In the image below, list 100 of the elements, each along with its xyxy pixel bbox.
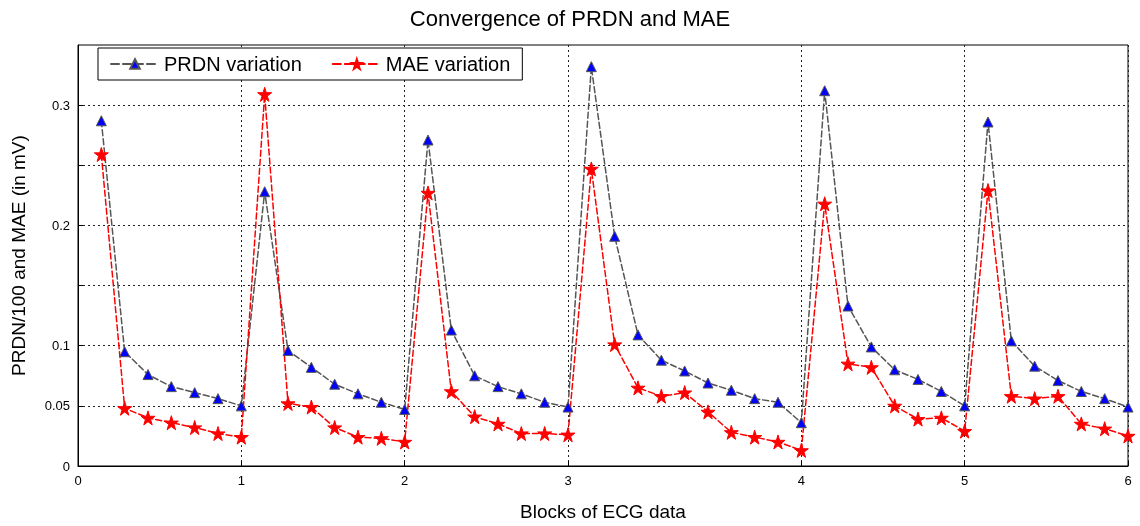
point	[912, 373, 924, 385]
point	[1005, 335, 1017, 347]
point	[725, 384, 737, 396]
point	[702, 377, 714, 389]
point	[793, 442, 809, 458]
point	[982, 116, 994, 128]
x-tick-label: 6	[1124, 473, 1132, 488]
point	[980, 183, 996, 199]
point	[469, 370, 481, 382]
point	[632, 329, 644, 341]
point	[445, 324, 457, 336]
point	[840, 356, 856, 372]
point	[1120, 428, 1136, 444]
point	[655, 354, 667, 366]
legend-label: PRDN variation	[164, 53, 302, 75]
point	[142, 369, 154, 381]
point	[1029, 360, 1041, 372]
point	[212, 393, 224, 405]
point	[865, 341, 877, 353]
point	[257, 86, 273, 102]
point	[1122, 401, 1134, 413]
point	[373, 430, 389, 446]
point	[630, 380, 646, 396]
point	[329, 378, 341, 390]
point	[747, 429, 763, 445]
point	[492, 381, 504, 393]
point	[539, 396, 551, 408]
point	[422, 134, 434, 146]
point	[935, 385, 947, 397]
point	[1099, 393, 1111, 405]
point	[583, 161, 599, 177]
point	[327, 420, 343, 436]
point	[93, 146, 109, 162]
point	[119, 346, 131, 358]
point	[259, 186, 271, 198]
point	[210, 426, 226, 442]
point	[700, 404, 716, 420]
x-tick-label: 2	[401, 473, 409, 488]
point	[420, 185, 436, 201]
point	[677, 385, 693, 401]
point	[957, 423, 973, 439]
y-axis-title: PRDN/100 and MAE (in mV)	[8, 135, 29, 376]
y-tick-label: 0.1	[51, 338, 70, 354]
point	[933, 410, 949, 426]
point	[723, 424, 739, 440]
point	[467, 409, 483, 425]
point	[1075, 385, 1087, 397]
x-tick-label: 1	[237, 473, 245, 488]
point	[609, 230, 621, 242]
point	[350, 429, 366, 445]
point	[95, 115, 107, 127]
point	[887, 398, 903, 414]
point	[560, 427, 576, 443]
point	[303, 399, 319, 415]
point	[562, 401, 574, 413]
point	[280, 395, 296, 411]
point	[189, 387, 201, 399]
point	[1073, 416, 1089, 432]
point	[490, 416, 506, 432]
point	[117, 400, 133, 416]
point	[233, 429, 249, 445]
point	[795, 417, 807, 429]
point	[399, 403, 411, 415]
x-axis-title: Blocks of ECG data	[520, 501, 687, 522]
x-tick-label: 0	[74, 473, 82, 488]
point	[282, 345, 294, 357]
point	[397, 434, 413, 450]
point	[515, 388, 527, 400]
point	[819, 85, 831, 97]
point	[842, 300, 854, 312]
point	[749, 393, 761, 405]
y-tick-label: 0.05	[44, 398, 70, 414]
point	[187, 420, 203, 436]
x-tick-label: 4	[797, 473, 805, 488]
legend-label: MAE variation	[385, 53, 511, 75]
x-tick-label: 5	[961, 473, 969, 488]
point	[165, 381, 177, 393]
point	[910, 411, 926, 427]
point	[1097, 421, 1113, 437]
y-tick-label: 0	[62, 458, 70, 474]
point	[679, 365, 691, 377]
point	[375, 396, 387, 408]
point	[653, 388, 669, 404]
point	[889, 364, 901, 376]
point	[305, 361, 317, 373]
point	[772, 396, 784, 408]
point	[1003, 388, 1019, 404]
point	[537, 426, 553, 442]
chart-title: Convergence of PRDN and MAE	[409, 5, 731, 31]
y-tick-label: 0.2	[51, 217, 70, 233]
point	[140, 410, 156, 426]
point	[817, 196, 833, 212]
point	[1052, 375, 1064, 387]
point	[163, 415, 179, 431]
y-tick-label: 0.3	[51, 97, 70, 113]
point	[235, 400, 247, 412]
point	[607, 337, 623, 353]
point	[1027, 391, 1043, 407]
point	[352, 388, 364, 400]
point	[585, 61, 597, 73]
